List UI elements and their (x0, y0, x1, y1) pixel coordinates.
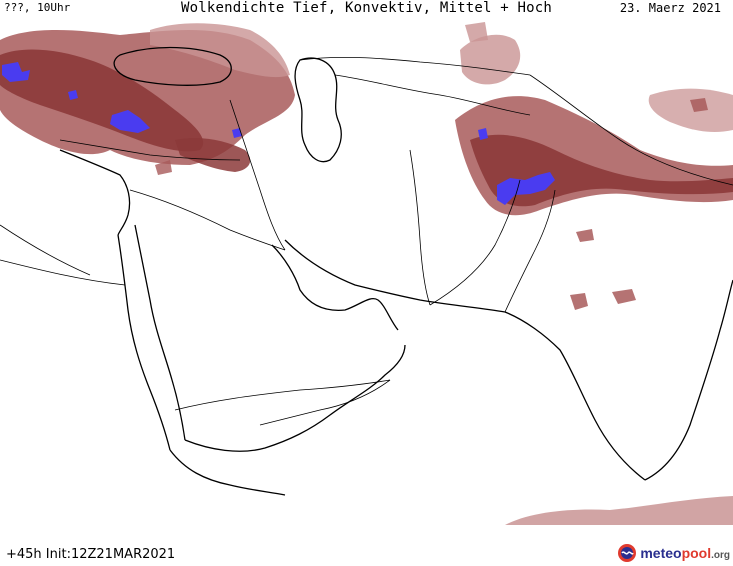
forecast-date: 23. Maerz 2021 (619, 1, 721, 15)
border-kazakhstan (299, 56, 531, 76)
meteopool-logo-icon (618, 544, 637, 562)
horn-africa-coast (169, 449, 286, 496)
convective-cell-kashmir (478, 128, 488, 140)
cloud-area-caucasus (150, 23, 290, 78)
cloud-patch-india (570, 293, 588, 310)
convective-cell-iran (232, 128, 242, 138)
cloud-area-turkey-core (0, 49, 204, 152)
forecast-run-info: +45h Init:12Z21MAR2021 (6, 547, 176, 562)
levant-coast (59, 149, 131, 236)
border-saudi-oman (259, 379, 391, 426)
border-central-asia (334, 74, 531, 116)
india-west-coast (504, 311, 646, 481)
valid-time-label: ???, 10Uhr (4, 1, 71, 14)
meteopool-logo-text: meteopool.org (640, 545, 730, 561)
cloud-density-map (0, 17, 733, 525)
cloud-patch-india-2 (612, 289, 636, 304)
arabia-south-coast (184, 344, 406, 452)
convective-cell-pakistan (497, 172, 555, 205)
persian-gulf-coast (271, 244, 399, 331)
cloud-area-tibet (648, 88, 733, 133)
border-turkey-syria (59, 139, 241, 161)
cloud-area-zagros (175, 138, 251, 172)
red-sea-west-coast (117, 234, 171, 451)
borders-layer (0, 46, 733, 496)
border-pakistan-india (504, 189, 556, 313)
border-saudi-yemen (174, 379, 391, 411)
cloud-patch-india-3 (576, 229, 594, 242)
convective-layer (2, 62, 555, 205)
border-afghanistan-pakistan (429, 179, 521, 306)
cloud-area-south-indian-ocean (505, 496, 733, 525)
iran-south-coast (284, 239, 506, 313)
cloud-area-central-asia (460, 34, 521, 85)
cloud-patch-east (690, 98, 708, 112)
cloud-patch-arabia (155, 160, 172, 175)
border-iran-iraq (229, 99, 286, 251)
black-sea-coast (113, 46, 232, 86)
cloud-patch-north (465, 22, 488, 42)
convective-cell-balkans (2, 62, 30, 82)
border-egypt-sudan (0, 259, 126, 286)
border-iran-afghanistan (409, 149, 431, 306)
convective-cell-black-sea (68, 90, 78, 100)
red-sea-east-coast (134, 224, 186, 441)
border-china (529, 74, 733, 186)
meteopool-logo[interactable]: meteopool.org (617, 543, 730, 563)
map-title: Wolkendichte Tief, Konvektiv, Mittel + H… (181, 0, 553, 16)
convective-cell-turkey (110, 110, 150, 133)
cloud-layer (0, 22, 733, 525)
india-east-coast (644, 279, 733, 481)
border-nile-region (0, 224, 91, 276)
border-iraq-saudi (129, 189, 286, 251)
